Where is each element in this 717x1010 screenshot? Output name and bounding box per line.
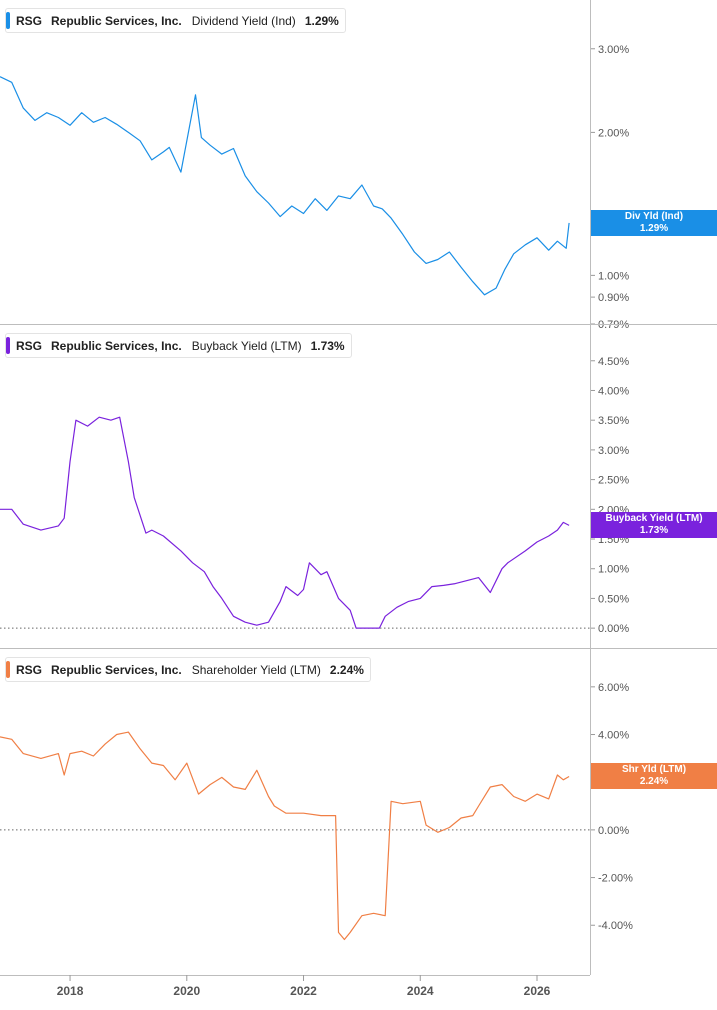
flag-value: 1.73%	[639, 525, 669, 537]
y-tick-label: -2.00%	[598, 873, 633, 885]
y-tick-label: 4.00%	[598, 730, 629, 742]
legend-value: 2.24%	[329, 662, 364, 677]
legend-company: Republic Services, Inc.	[51, 662, 182, 677]
series-line	[0, 76, 570, 296]
x-tick-label: 2026	[524, 984, 551, 998]
legend-dividend-yield[interactable]: RSG Republic Services, Inc. Dividend Yie…	[5, 8, 346, 33]
flag-value: 2.24%	[639, 776, 669, 788]
series-line	[0, 731, 570, 941]
y-tick-label: 0.90%	[598, 292, 629, 304]
last-value-flag-dividend: Div Yld (Ind) 1.29%	[591, 209, 717, 236]
y-tick-label: 3.00%	[598, 44, 629, 56]
legend-buyback-yield[interactable]: RSG Republic Services, Inc. Buyback Yiel…	[5, 333, 352, 358]
legend-value: 1.29%	[304, 13, 339, 28]
x-tick-label: 2018	[57, 984, 84, 998]
legend-ticker: RSG	[16, 338, 43, 353]
legend-metric: Dividend Yield (Ind)	[191, 13, 296, 28]
legend-metric: Shareholder Yield (LTM)	[191, 662, 321, 677]
y-tick-label: 4.50%	[598, 356, 629, 368]
flag-label: Div Yld (Ind)	[624, 210, 684, 222]
series-color-swatch	[6, 12, 10, 29]
series-color-swatch	[6, 661, 10, 678]
x-tick-label: 2020	[173, 984, 200, 998]
legend-company: Republic Services, Inc.	[51, 13, 182, 28]
y-tick-label: 2.00%	[598, 127, 629, 139]
y-tick-label: 0.50%	[598, 593, 629, 605]
series-color-swatch	[6, 337, 10, 354]
legend-shareholder-yield[interactable]: RSG Republic Services, Inc. Shareholder …	[5, 657, 371, 682]
legend-metric: Buyback Yield (LTM)	[191, 338, 302, 353]
y-tick-label: 3.50%	[598, 415, 629, 427]
x-tick-label: 2022	[290, 984, 317, 998]
y-tick-label: 3.00%	[598, 445, 629, 457]
legend-value: 1.73%	[310, 338, 345, 353]
y-tick-label: 0.00%	[598, 825, 629, 837]
y-tick-label: 6.00%	[598, 682, 629, 694]
legend-ticker: RSG	[16, 13, 43, 28]
y-tick-label: 0.00%	[598, 623, 629, 635]
y-tick-label: 4.00%	[598, 385, 629, 397]
flag-value: 1.29%	[639, 222, 669, 234]
legend-ticker: RSG	[16, 662, 43, 677]
y-tick-label: -4.00%	[598, 920, 633, 932]
last-value-flag-shareholder: Shr Yld (LTM) 2.24%	[591, 763, 717, 790]
y-tick-label: 1.00%	[598, 564, 629, 576]
y-tick-label: 1.00%	[598, 270, 629, 282]
x-tick-label: 2024	[407, 984, 434, 998]
flag-label: Buyback Yield (LTM)	[605, 513, 703, 525]
last-value-flag-buyback: Buyback Yield (LTM) 1.73%	[591, 512, 717, 539]
series-line	[0, 416, 570, 629]
flag-label: Shr Yld (LTM)	[621, 764, 687, 776]
y-tick-label: 2.50%	[598, 475, 629, 487]
legend-company: Republic Services, Inc.	[51, 338, 182, 353]
